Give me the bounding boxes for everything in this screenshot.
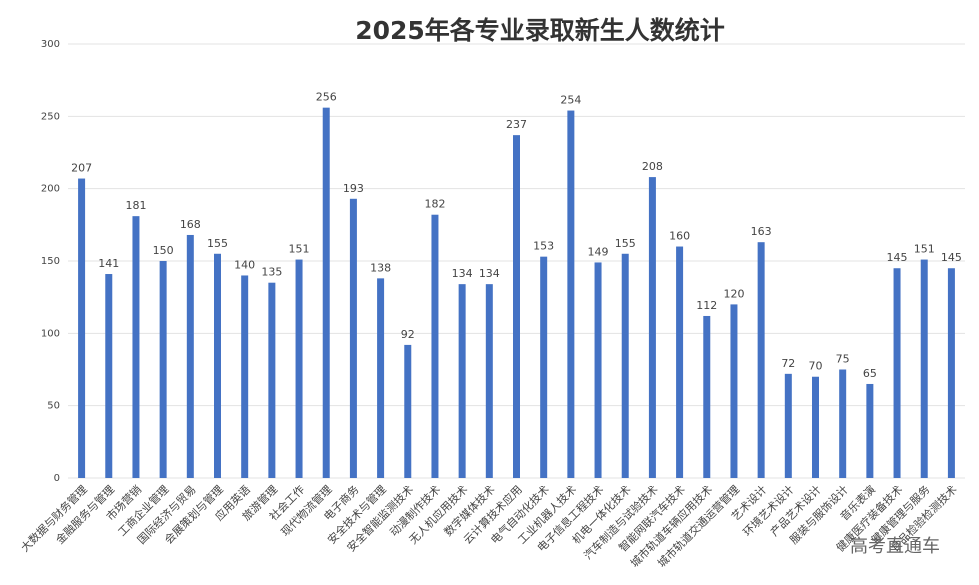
value-label: 150 <box>153 244 174 257</box>
bar <box>513 135 520 478</box>
bar <box>404 344 412 478</box>
bar <box>594 262 602 478</box>
y-tick-label: 200 <box>41 184 60 195</box>
value-label: 75 <box>836 353 850 366</box>
value-label: 65 <box>863 367 877 380</box>
value-label: 256 <box>316 91 337 104</box>
bar <box>676 246 684 478</box>
bar <box>78 178 86 479</box>
value-label: 70 <box>809 360 823 373</box>
value-label: 145 <box>887 251 908 264</box>
value-label: 149 <box>588 245 609 258</box>
bar <box>322 107 330 479</box>
bar <box>947 268 955 478</box>
bar <box>540 256 548 478</box>
value-label: 112 <box>696 299 717 312</box>
bar <box>621 253 629 478</box>
y-tick-label: 150 <box>41 256 60 267</box>
value-label: 155 <box>615 237 636 250</box>
value-label: 145 <box>941 251 962 264</box>
bar <box>730 304 738 478</box>
bar <box>186 234 194 478</box>
bar <box>241 275 249 478</box>
value-label: 254 <box>560 94 581 107</box>
bar <box>893 268 901 478</box>
bar <box>839 369 847 478</box>
bar <box>485 284 493 478</box>
bar <box>431 214 439 478</box>
value-label: 181 <box>125 199 146 212</box>
value-label: 151 <box>289 243 310 256</box>
value-label: 208 <box>642 160 663 173</box>
value-label: 155 <box>207 237 228 250</box>
value-label: 207 <box>71 162 92 175</box>
value-label: 160 <box>669 230 690 243</box>
y-tick-label: 100 <box>41 328 60 339</box>
value-label: 140 <box>234 258 255 271</box>
watermark: 高考直通车 <box>850 536 940 557</box>
bar <box>349 198 357 478</box>
value-label: 151 <box>914 243 935 256</box>
bar <box>295 259 303 478</box>
value-label: 237 <box>506 118 527 131</box>
value-label: 92 <box>401 328 415 341</box>
bar <box>105 274 113 478</box>
bar <box>159 261 167 478</box>
y-tick-label: 250 <box>41 111 60 122</box>
value-label: 120 <box>723 287 744 300</box>
bar <box>812 376 819 478</box>
y-tick-label: 0 <box>54 473 60 484</box>
bar <box>784 373 792 478</box>
bar <box>920 259 928 478</box>
bar <box>648 177 656 479</box>
bar <box>132 216 140 479</box>
value-label: 193 <box>343 182 364 195</box>
value-label: 138 <box>370 261 391 274</box>
value-label: 135 <box>261 266 282 279</box>
bar <box>458 284 466 478</box>
y-tick-label: 50 <box>47 401 60 412</box>
value-label: 72 <box>781 357 795 370</box>
bar <box>214 253 221 478</box>
value-label: 153 <box>533 240 554 253</box>
value-label: 163 <box>751 225 772 238</box>
bar <box>866 383 874 478</box>
bar <box>268 282 276 478</box>
bar <box>567 110 575 479</box>
value-label: 182 <box>424 198 445 211</box>
value-label: 141 <box>98 257 119 270</box>
bar <box>703 315 711 478</box>
value-label: 134 <box>479 267 500 280</box>
bar <box>377 278 385 478</box>
chart-title: 2025年各专业录取新生人数统计 <box>355 16 725 45</box>
value-label: 168 <box>180 218 201 231</box>
y-tick-label: 300 <box>41 39 60 50</box>
bar <box>757 242 765 478</box>
value-label: 134 <box>452 267 473 280</box>
